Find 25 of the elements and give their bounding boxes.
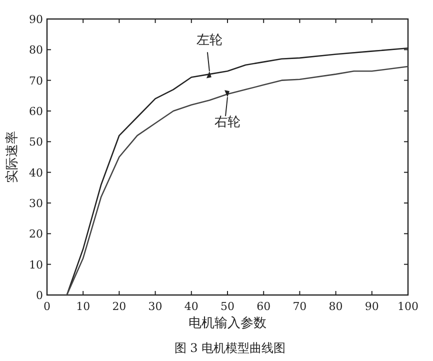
y-tick-label: 10 (29, 258, 43, 272)
x-tick-label: 50 (220, 300, 234, 313)
x-tick-label: 80 (328, 300, 343, 313)
y-tick-label: 0 (36, 289, 43, 302)
y-tick-label: 90 (29, 13, 43, 26)
y-tick-label: 40 (29, 166, 43, 180)
x-tick-label: 30 (148, 300, 162, 313)
legend-label: 左轮 (196, 33, 222, 48)
x-tick-label: 60 (256, 300, 271, 313)
caption: 图 3 电机模型曲线图 (174, 341, 286, 355)
x-axis-title: 电机输入参数 (188, 316, 266, 331)
x-tick-label: 90 (364, 300, 379, 313)
x-tick-label: 70 (292, 300, 307, 313)
x-tick-label: 40 (184, 300, 198, 313)
legend-label: 右轮 (214, 115, 240, 130)
y-tick-label: 70 (29, 74, 43, 88)
y-tick-label: 80 (29, 44, 43, 57)
x-tick-label: 20 (112, 300, 126, 313)
y-tick-label: 20 (29, 228, 43, 241)
y-tick-label: 50 (29, 136, 43, 149)
y-tick-label: 30 (29, 197, 43, 210)
y-tick-label: 60 (29, 105, 43, 118)
y-axis-title: 实际速率 (4, 131, 20, 183)
x-tick-label: 100 (398, 300, 418, 313)
x-tick-label: 10 (76, 300, 90, 313)
